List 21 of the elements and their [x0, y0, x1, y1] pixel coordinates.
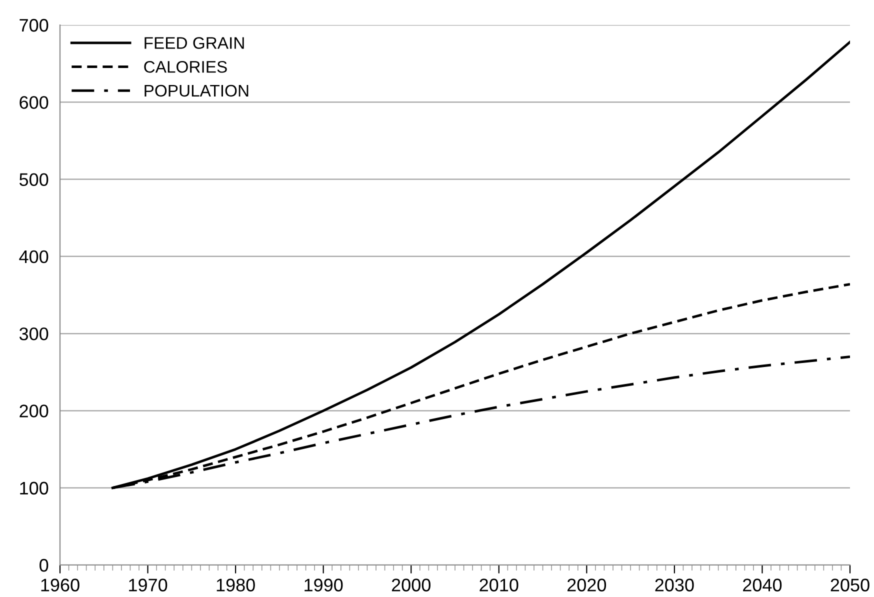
x-tick-label: 1990	[304, 578, 343, 592]
y-tick-label: 100	[20, 482, 48, 495]
x-tick-label: 1980	[216, 578, 255, 592]
y-tick-label: 400	[19, 250, 48, 264]
x-tick-label: 2050	[830, 578, 870, 592]
y-tick-label: 0	[40, 558, 48, 572]
y-tick-label: 300	[19, 328, 48, 340]
legend-label: FEED GRAIN	[144, 37, 244, 49]
x-tick-label: 2010	[480, 578, 518, 592]
x-tick-label: 2000	[392, 578, 430, 592]
x-tick-label: 1970	[129, 578, 168, 592]
legend-label: CALORIES	[144, 60, 227, 73]
y-tick-label: 200	[20, 404, 48, 418]
x-tick-label: 1960	[41, 578, 80, 592]
y-tick-label: 500	[19, 173, 48, 186]
legend-label: POPULATION	[144, 84, 248, 97]
y-tick-label: 600	[20, 96, 48, 109]
x-tick-label: 2040	[743, 578, 782, 592]
x-tick-label: 2030	[655, 578, 694, 592]
x-tick-label: 2020	[567, 578, 606, 592]
y-tick-label: 700	[20, 18, 48, 32]
